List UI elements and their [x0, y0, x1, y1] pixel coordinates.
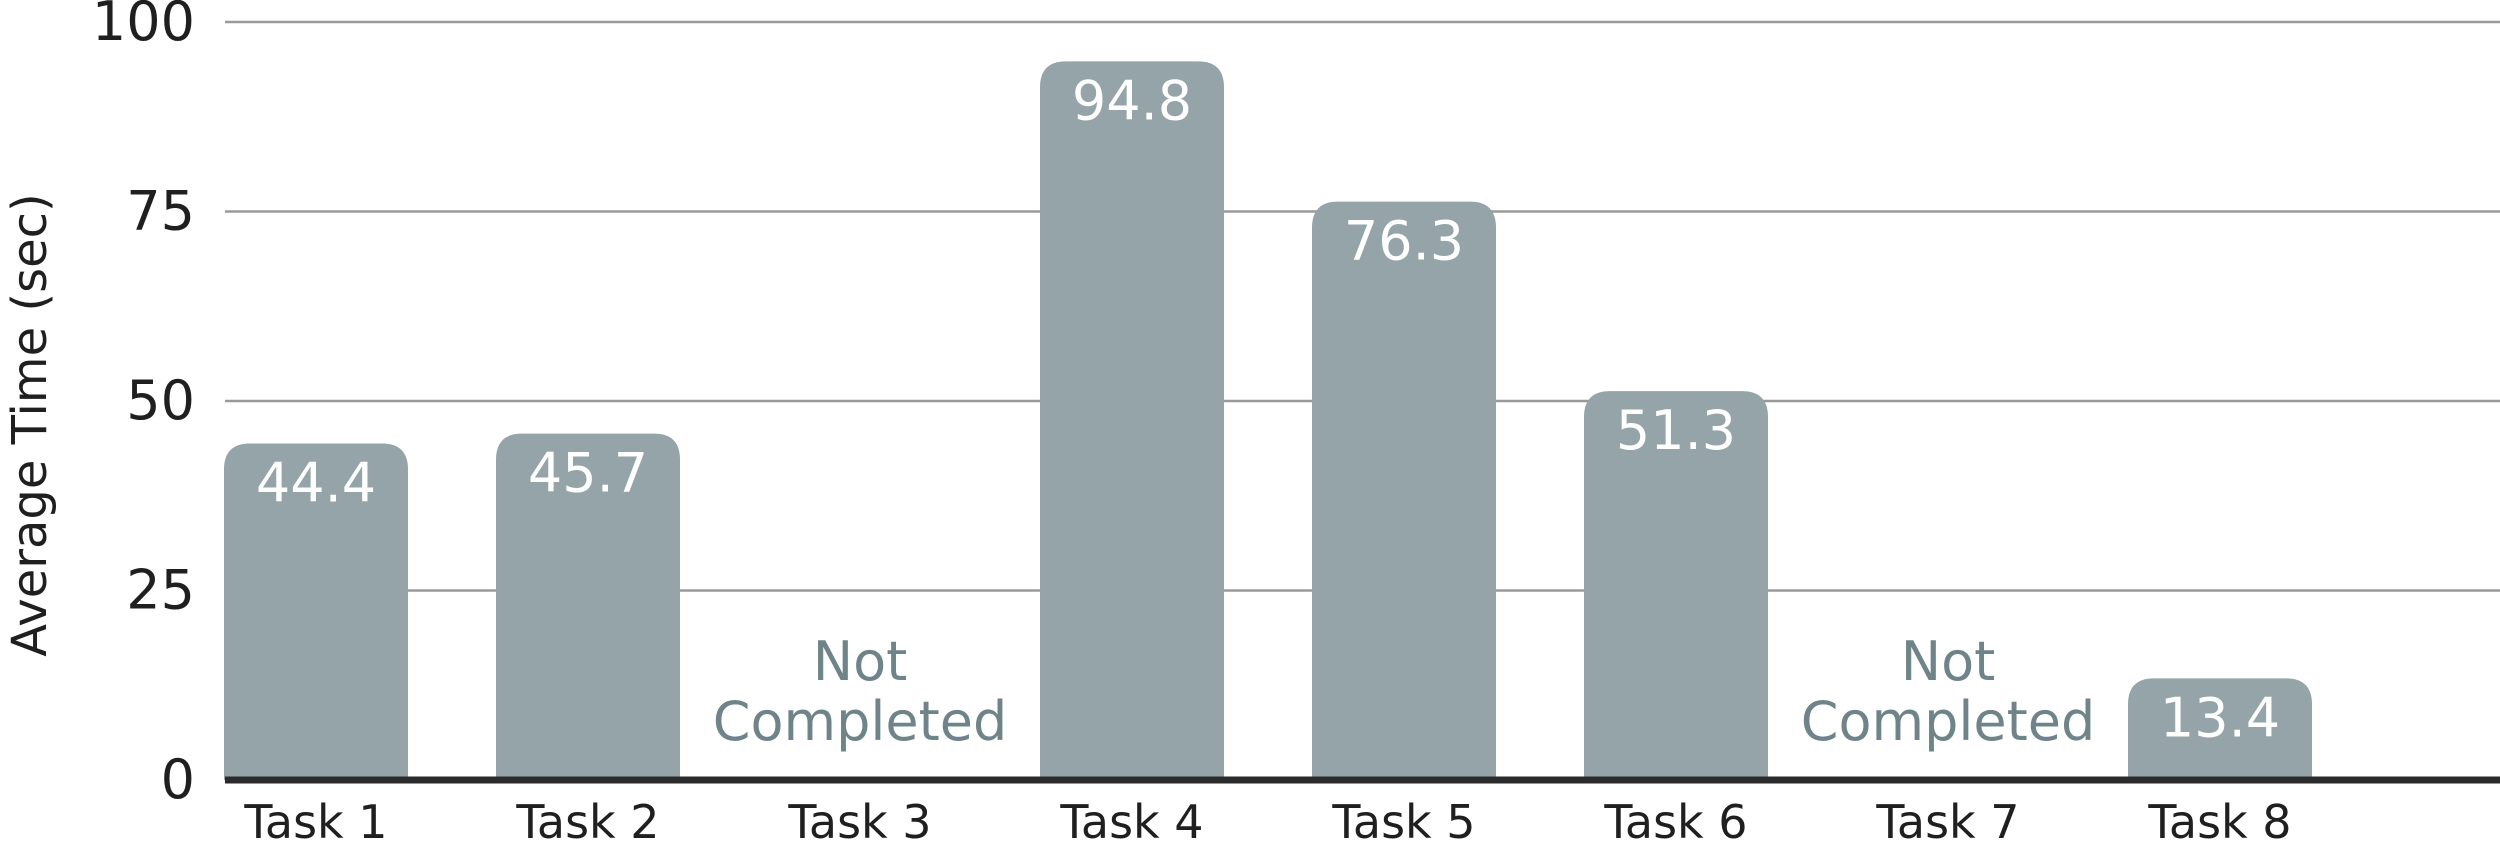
bar-task-2: [496, 433, 680, 780]
value-label: 45.7: [528, 442, 648, 505]
note-line: Completed: [713, 690, 1008, 753]
x-tick-label: Task 5: [1331, 795, 1475, 842]
y-tick-label: 75: [126, 180, 195, 243]
bar-task-6: [1584, 391, 1768, 780]
not-completed-label: Not Completed: [1801, 630, 2096, 753]
not-completed-label: Not Completed: [713, 630, 1008, 753]
note-line: Completed: [1801, 690, 2096, 753]
y-tick-label: 50: [126, 369, 195, 432]
x-tick-label: Task 6: [1603, 795, 1747, 842]
x-tick-label: Task 8: [2147, 795, 2291, 842]
y-tick-label: 0: [161, 748, 195, 811]
note-line: Not: [813, 630, 908, 693]
bar-task-4: [1040, 61, 1224, 780]
value-label: 44.4: [256, 451, 376, 514]
x-tick-label: Task 4: [1059, 795, 1203, 842]
x-tick-label: Task 3: [787, 795, 931, 842]
x-tick-label: Task 2: [515, 795, 659, 842]
value-label: 13.4: [2160, 686, 2280, 749]
x-tick-label: Task 1: [243, 795, 387, 842]
bar-task-5: [1312, 201, 1496, 780]
y-tick-label: 25: [126, 559, 195, 622]
value-label: 51.3: [1616, 399, 1736, 462]
y-axis-title: Average Time (sec): [2, 193, 58, 656]
bar-task-1: [224, 443, 408, 780]
value-label: 76.3: [1344, 210, 1464, 273]
x-tick-label: Task 7: [1875, 795, 2019, 842]
value-label: 94.8: [1072, 69, 1192, 132]
y-tick-label: 100: [92, 0, 195, 53]
bar-task-8: [2128, 678, 2312, 780]
note-line: Not: [1901, 630, 1996, 693]
